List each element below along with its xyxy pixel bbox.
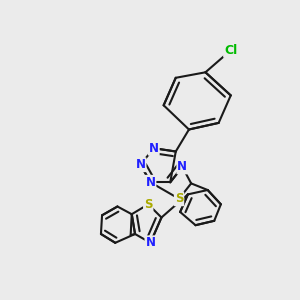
Text: S: S <box>144 198 152 211</box>
Text: N: N <box>177 160 188 173</box>
Text: N: N <box>136 158 146 171</box>
Text: S: S <box>175 192 183 205</box>
Text: N: N <box>146 176 155 189</box>
Text: N: N <box>146 236 155 249</box>
Text: Cl: Cl <box>224 44 237 57</box>
Text: N: N <box>149 142 159 155</box>
